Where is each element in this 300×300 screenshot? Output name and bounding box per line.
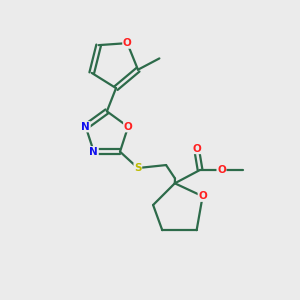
Text: N: N <box>89 147 98 157</box>
Text: O: O <box>192 143 201 154</box>
Text: S: S <box>134 163 142 173</box>
Text: O: O <box>123 38 132 48</box>
Text: O: O <box>217 165 226 175</box>
Text: N: N <box>81 122 90 132</box>
Text: O: O <box>124 122 133 132</box>
Text: O: O <box>198 191 207 201</box>
